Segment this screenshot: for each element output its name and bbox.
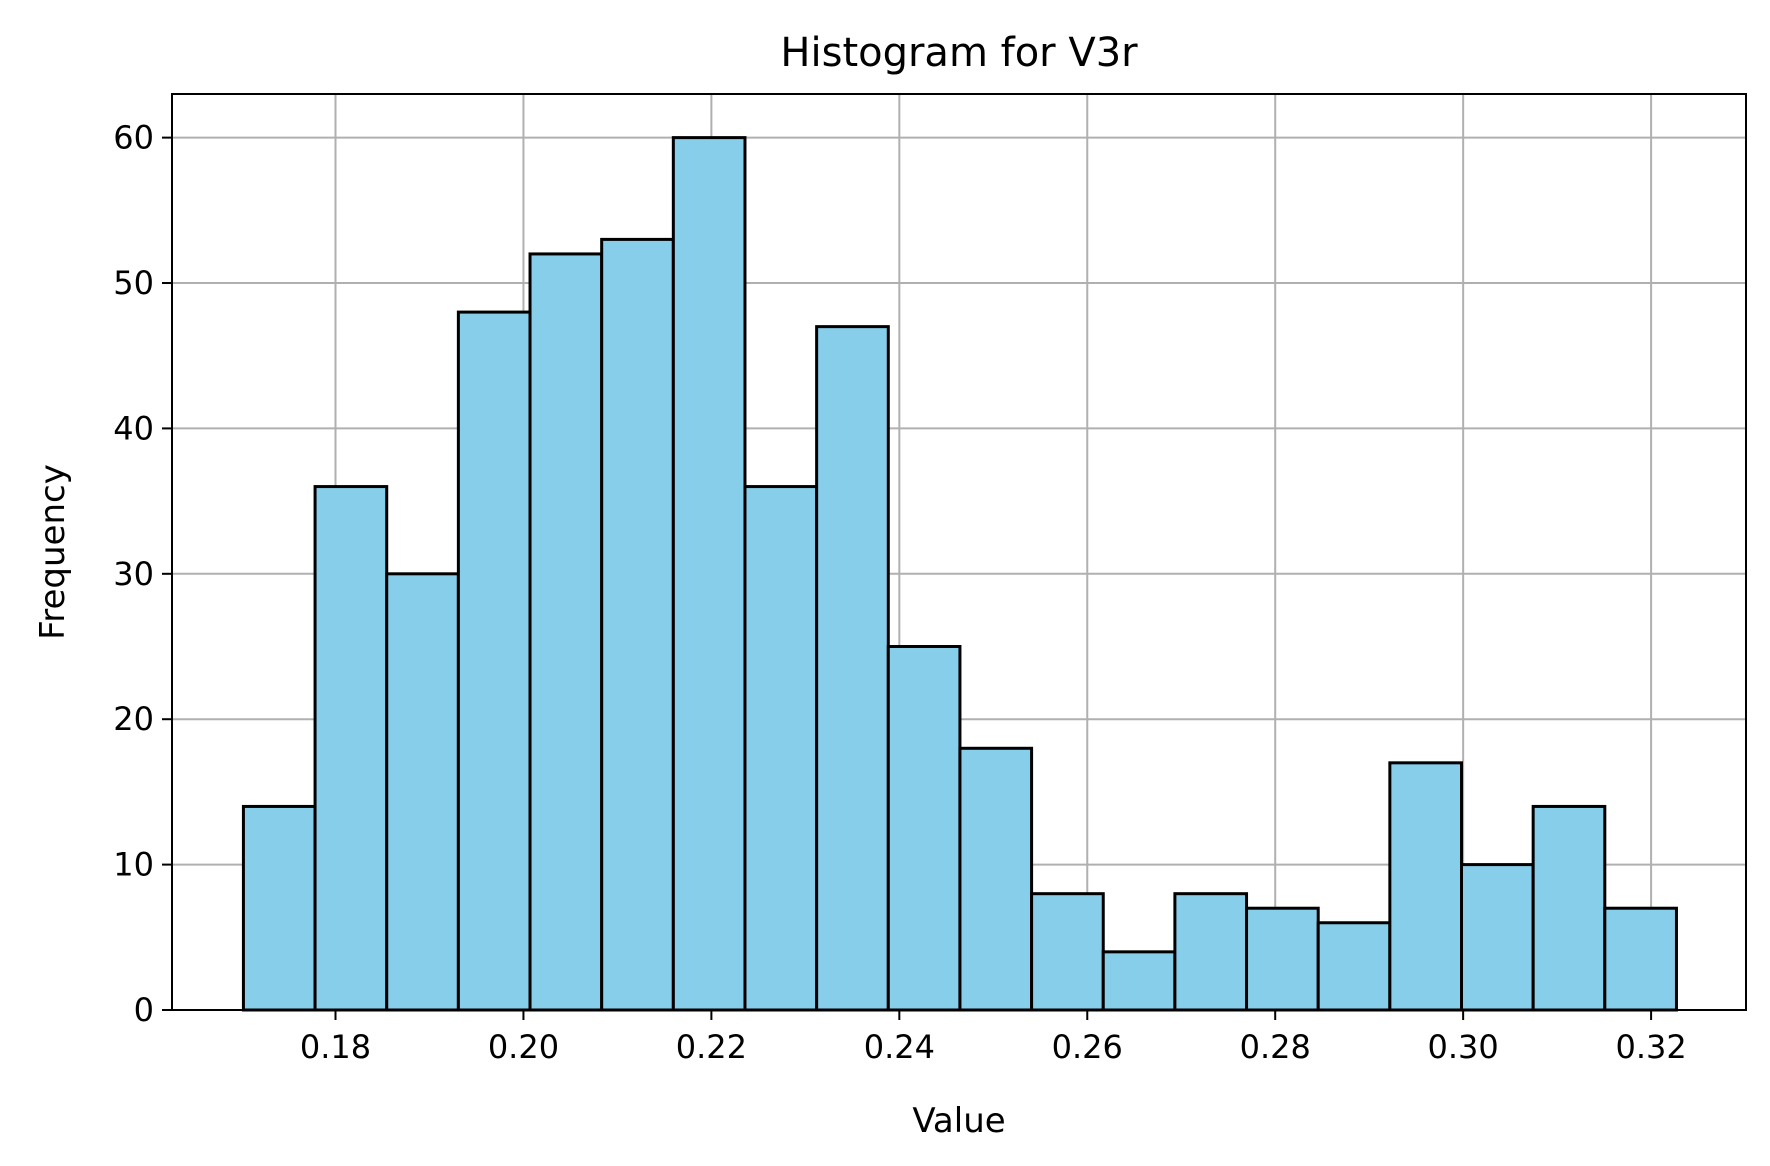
- histogram-bar: [958, 746, 1034, 1012]
- histogram-bar: [1316, 921, 1392, 1012]
- histogram-bar: [1460, 863, 1535, 1012]
- histogram-bar: [385, 572, 460, 1012]
- x-tick-label: 0.30: [1428, 1028, 1499, 1066]
- x-tick-label: 0.28: [1240, 1028, 1311, 1066]
- histogram-bar: [743, 485, 819, 1012]
- histogram-bar: [528, 252, 604, 1012]
- y-tick-label: 20: [113, 700, 154, 738]
- histogram-bar: [1101, 950, 1177, 1012]
- y-tick-label: 30: [113, 555, 154, 593]
- y-axis-ticks: 0 10 20 30 40 50 60: [113, 119, 172, 1029]
- y-axis-label: Frequency: [33, 464, 73, 640]
- chart-title: Histogram for V3r: [780, 30, 1138, 76]
- x-tick-label: 0.22: [676, 1028, 747, 1066]
- histogram-bar: [1531, 804, 1607, 1012]
- histogram-bar: [456, 310, 532, 1012]
- x-axis-label: Value: [912, 1101, 1005, 1141]
- x-tick-label: 0.20: [488, 1028, 559, 1066]
- histogram-bar: [600, 237, 675, 1012]
- histogram-bar: [313, 485, 389, 1012]
- histogram-bar: [671, 136, 747, 1012]
- plot-frame: [171, 93, 1747, 1011]
- histogram-bar: [815, 325, 890, 1012]
- x-axis-ticks: 0.18 0.20 0.22 0.24 0.26 0.28 0.30 0.32: [300, 1010, 1687, 1066]
- y-tick-label: 10: [113, 846, 154, 884]
- histogram-bar: [1603, 906, 1678, 1012]
- y-tick-label: 0: [134, 991, 154, 1029]
- y-tick-label: 40: [113, 409, 154, 447]
- x-tick-label: 0.24: [864, 1028, 935, 1066]
- histogram-bar: [241, 804, 317, 1012]
- y-tick-label: 50: [113, 264, 154, 302]
- bars: [241, 136, 1678, 1012]
- histogram-bar: [1030, 892, 1105, 1012]
- y-tick-label: 60: [113, 119, 154, 157]
- x-tick-label: 0.32: [1615, 1028, 1686, 1066]
- histogram-bar: [1388, 761, 1464, 1012]
- x-tick-label: 0.18: [300, 1028, 371, 1066]
- histogram-bar: [1245, 906, 1320, 1012]
- x-tick-label: 0.26: [1052, 1028, 1123, 1066]
- histogram-bar: [886, 645, 962, 1012]
- histogram-bar: [1173, 892, 1249, 1012]
